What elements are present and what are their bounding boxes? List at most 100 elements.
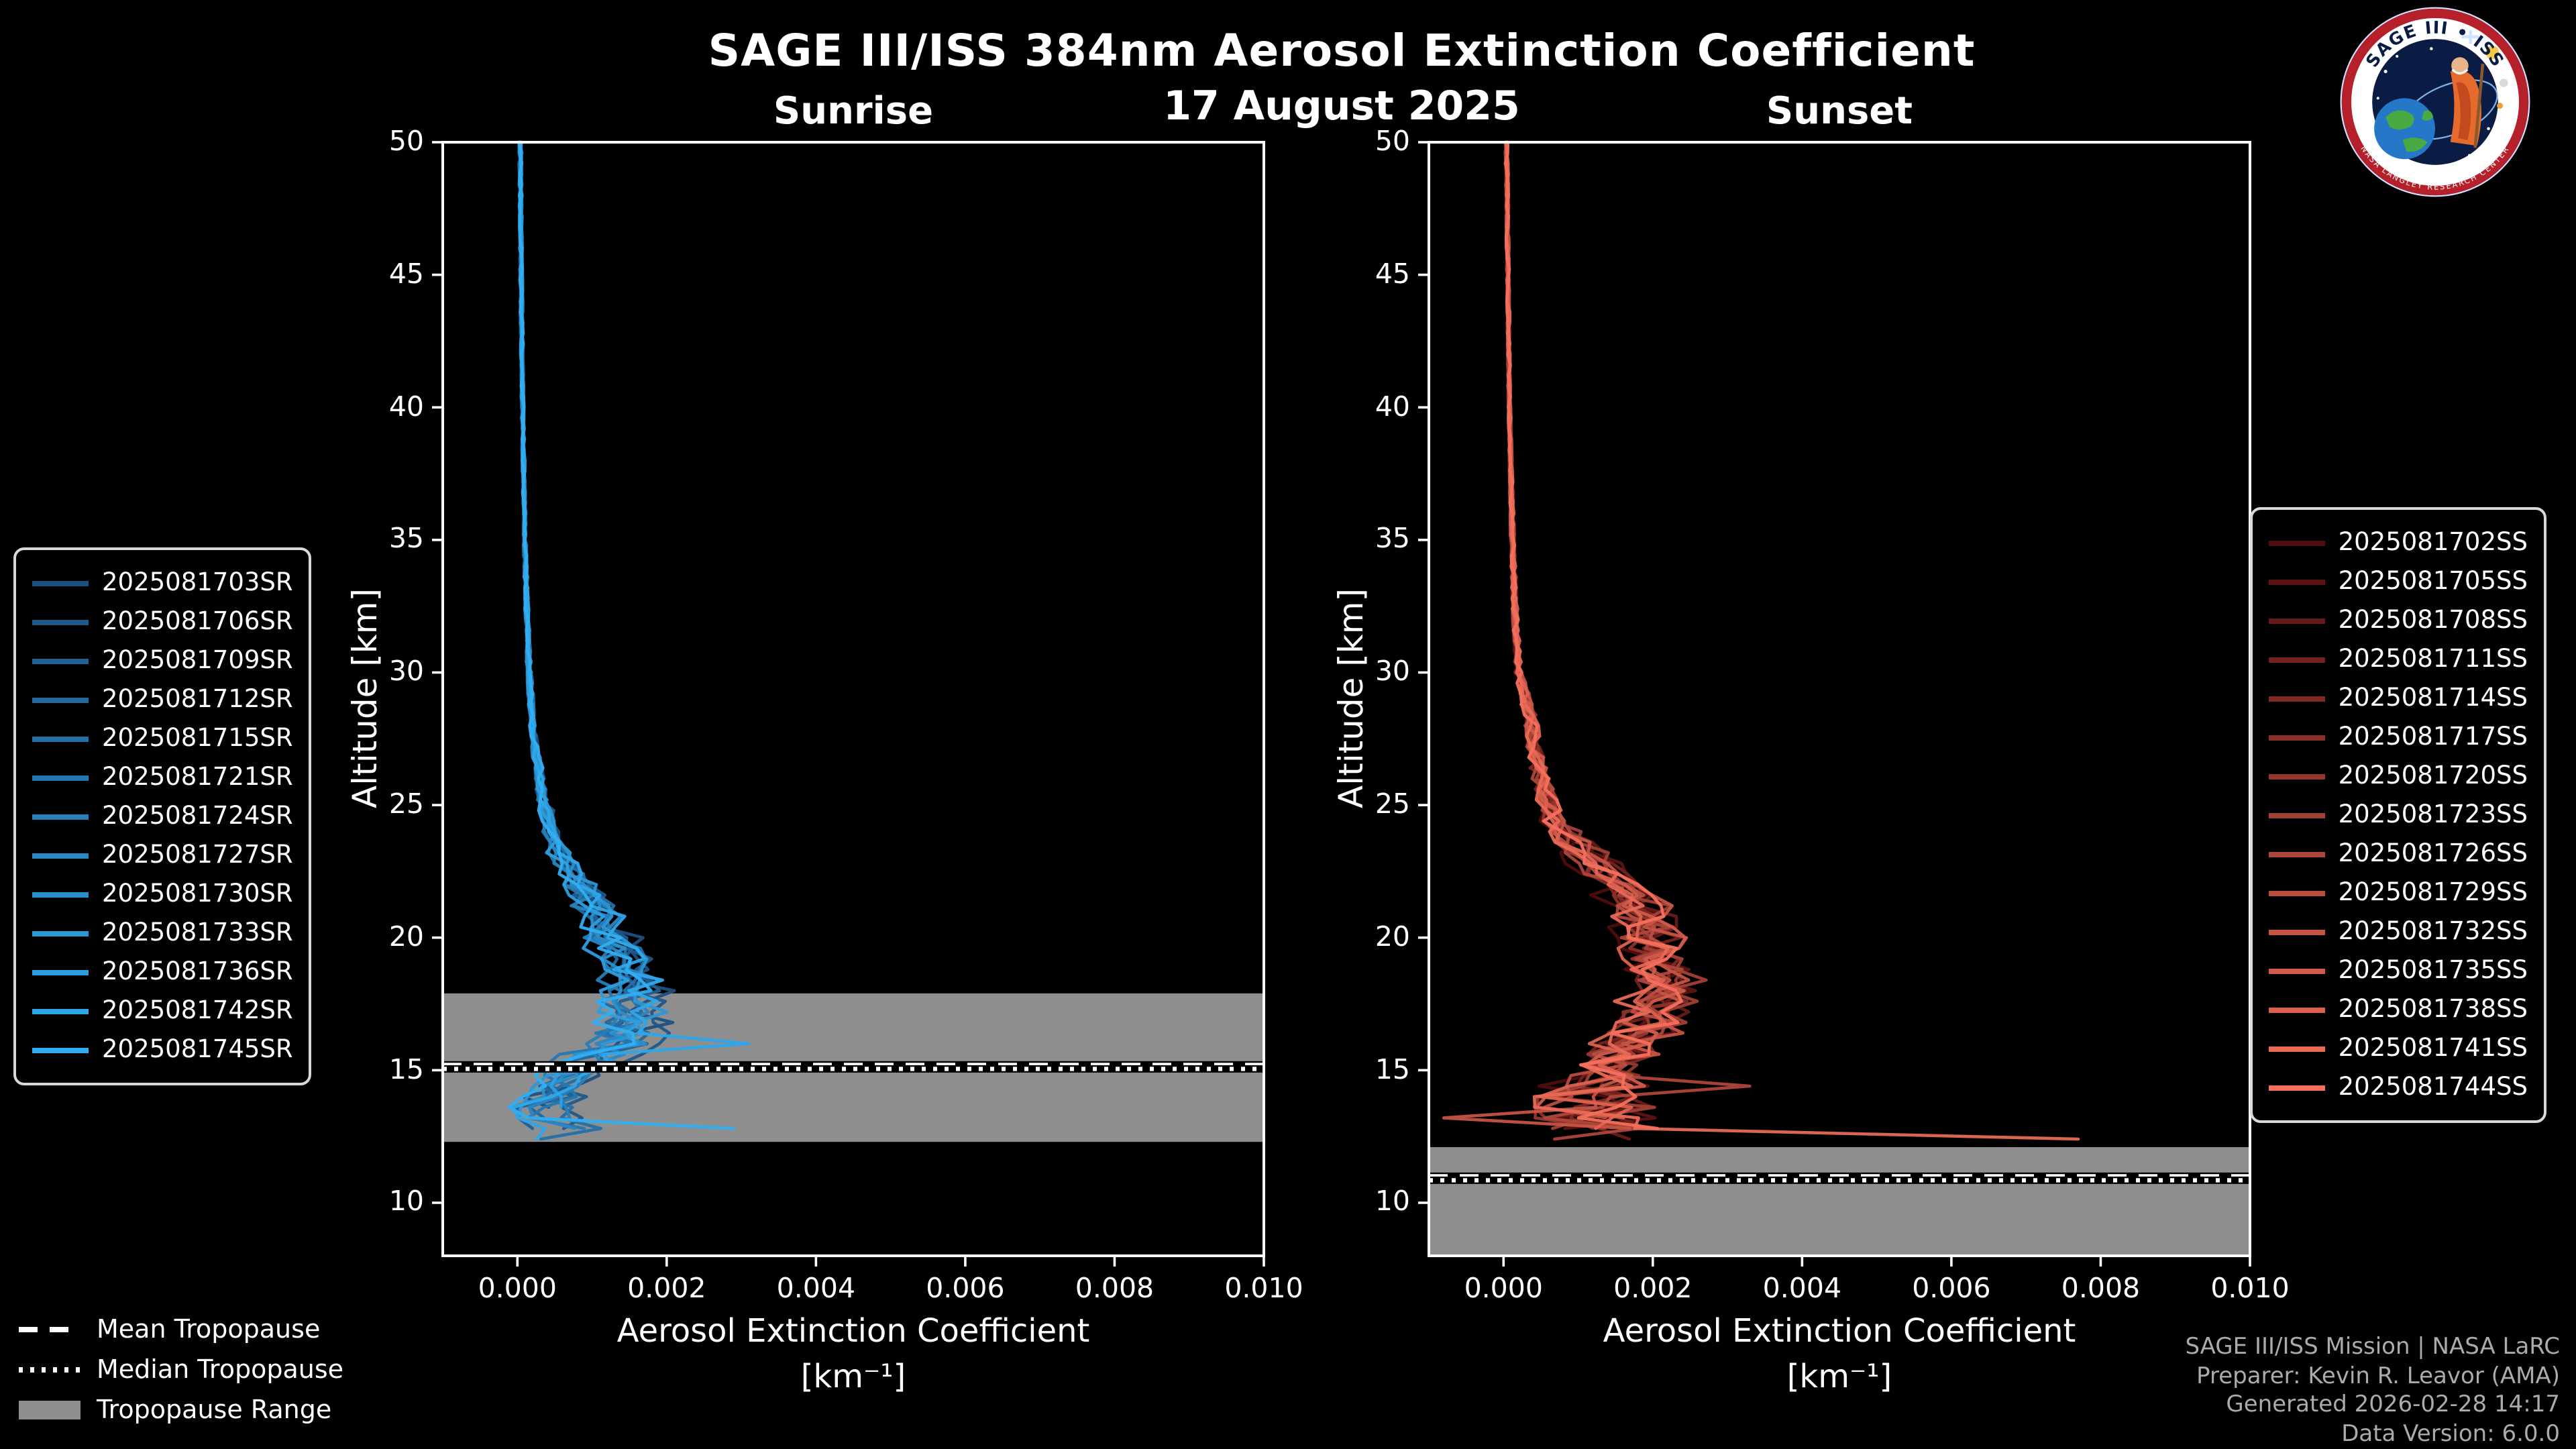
x-tick-label: 0.008 xyxy=(2061,1272,2141,1304)
legend-line-swatch xyxy=(2268,657,2325,662)
sunset-profile-line xyxy=(1503,140,1687,1120)
legend-item: 2025081715SR xyxy=(32,719,293,758)
y-tick-label: 15 xyxy=(388,1053,424,1085)
y-tick-label: 25 xyxy=(388,788,424,820)
footer-mission: SAGE III/ISS Mission | NASA LaRC xyxy=(2185,1334,2560,1360)
legend-event-label: 2025081705SS xyxy=(2338,568,2528,596)
y-axis-label: Altitude [km] xyxy=(345,588,384,808)
legend-line-swatch xyxy=(32,775,89,780)
logo-white-band xyxy=(2351,18,2519,186)
sunset-profile-line xyxy=(1503,140,1752,1141)
legend-event-label: 2025081733SR xyxy=(102,919,293,947)
footer-generated: Generated 2026-02-28 14:17 xyxy=(2226,1391,2560,1418)
y-tick-label: 35 xyxy=(1375,522,1410,555)
legend-item: 2025081708SS xyxy=(2268,601,2528,640)
legend-line-swatch xyxy=(2268,929,2325,934)
legend-line-swatch xyxy=(32,736,89,741)
legend-item: 2025081720SS xyxy=(2268,757,2528,796)
x-axis-label: Aerosol Extinction Coefficient xyxy=(616,1312,1090,1350)
legend-line-swatch xyxy=(32,658,89,663)
x-tick-label: 0.004 xyxy=(1762,1272,1842,1304)
legend-item: 2025081732SS xyxy=(2268,912,2528,951)
legend-item: 2025081721SR xyxy=(32,758,293,797)
legend-line-swatch xyxy=(2268,1085,2325,1090)
legend-item: 2025081726SS xyxy=(2268,835,2528,873)
legend-event-label: 2025081726SS xyxy=(2338,840,2528,868)
y-tick-label: 20 xyxy=(1375,920,1410,953)
sunset-profile-line xyxy=(1504,140,1678,1120)
logo-moon xyxy=(2499,78,2508,87)
legend-event-label: 2025081720SS xyxy=(2338,762,2528,790)
y-tick-label: 10 xyxy=(388,1185,424,1218)
logo-stars xyxy=(2376,47,2490,157)
legend-item: 2025081733SR xyxy=(32,914,293,953)
legend-event-label: 2025081724SR xyxy=(102,802,293,830)
legend-line-swatch xyxy=(2268,890,2325,896)
tropopause-legend: Mean Tropopause Median Tropopause Tropopau… xyxy=(19,1309,343,1430)
sage-iii-iss-logo: SAGE III • ISS NASA LANGLEY RESEARCH CEN… xyxy=(2340,7,2530,197)
legend-line-swatch xyxy=(32,930,89,936)
sunrise-profile-line xyxy=(507,140,736,1130)
y-tick-label: 30 xyxy=(388,655,424,688)
legend-item: 2025081744SS xyxy=(2268,1068,2528,1107)
legend-item: 2025081738SS xyxy=(2268,990,2528,1029)
legend-item: 2025081736SR xyxy=(32,953,293,991)
legend-item: 2025081742SR xyxy=(32,991,293,1030)
legend-item: 2025081735SS xyxy=(2268,951,2528,990)
y-tick-label: 10 xyxy=(1375,1185,1410,1218)
legend-event-label: 2025081727SR xyxy=(102,841,293,869)
tropopause-legend-item: Median Tropopause xyxy=(19,1350,343,1390)
legend-line-swatch xyxy=(2268,851,2325,857)
x-tick-label: 0.010 xyxy=(2210,1272,2290,1304)
legend-line-swatch xyxy=(2268,968,2325,973)
tropopause-legend-label: Tropopause Range xyxy=(97,1395,332,1425)
x-axis-units: [km⁻¹] xyxy=(800,1358,906,1395)
legend-event-label: 2025081706SR xyxy=(102,608,293,636)
logo-planet xyxy=(2497,103,2504,109)
y-tick-label: 45 xyxy=(388,257,424,290)
legend-line-swatch xyxy=(2268,1046,2325,1051)
legend-line-swatch xyxy=(32,1008,89,1014)
sunset-event-legend: 2025081702SS 2025081705SS 2025081708SS 2025… xyxy=(2249,507,2546,1123)
x-tick-label: 0.000 xyxy=(1464,1272,1543,1304)
sunrise-event-legend: 2025081703SR 2025081706SR 2025081709SR 2025… xyxy=(13,547,312,1085)
legend-line-swatch xyxy=(2268,696,2325,701)
legend-item: 2025081714SS xyxy=(2268,679,2528,718)
tropopause-legend-item: Tropopause Range xyxy=(19,1390,343,1430)
legend-item: 2025081729SS xyxy=(2268,873,2528,912)
logo-outline xyxy=(2340,7,2530,197)
footer-data-version: Data Version: 6.0.0 xyxy=(2341,1420,2560,1447)
legend-event-label: 2025081735SS xyxy=(2338,957,2528,985)
legend-item: 2025081745SR xyxy=(32,1030,293,1069)
y-tick-label: 50 xyxy=(388,125,424,157)
legend-line-swatch xyxy=(32,814,89,819)
legend-event-label: 2025081717SS xyxy=(2338,723,2528,751)
legend-event-label: 2025081745SR xyxy=(102,1036,293,1064)
sunrise-profile-line xyxy=(517,140,641,1109)
legend-item: 2025081702SS xyxy=(2268,523,2528,562)
legend-line-swatch xyxy=(2268,1007,2325,1012)
sunset-profile-line xyxy=(1503,140,2080,1141)
sunrise-profile-line xyxy=(519,140,676,1109)
y-axis-label: Altitude [km] xyxy=(1332,588,1371,808)
legend-line-swatch xyxy=(32,1047,89,1053)
figure-date: 17 August 2025 xyxy=(1163,83,1520,130)
legend-line-swatch xyxy=(32,697,89,702)
legend-line-swatch xyxy=(32,619,89,625)
sunrise-profile-line xyxy=(519,140,623,1120)
y-tick-label: 20 xyxy=(388,920,424,953)
legend-event-label: 2025081715SR xyxy=(102,724,293,753)
legend-event-label: 2025081711SS xyxy=(2338,645,2528,674)
x-axis-units: [km⁻¹] xyxy=(1786,1358,1892,1395)
legend-event-label: 2025081744SS xyxy=(2338,1073,2528,1102)
sunrise-plot xyxy=(432,140,1265,1267)
x-tick-label: 0.002 xyxy=(627,1272,706,1304)
tropopause-legend-label: Mean Tropopause xyxy=(97,1315,321,1344)
legend-event-label: 2025081712SR xyxy=(102,686,293,714)
legend-line-swatch xyxy=(2268,735,2325,740)
legend-event-label: 2025081729SS xyxy=(2338,879,2528,907)
sunset-tropopause-range-band xyxy=(1429,1147,2250,1256)
legend-line-swatch xyxy=(32,892,89,897)
x-tick-label: 0.008 xyxy=(1075,1272,1155,1304)
legend-item: 2025081727SR xyxy=(32,836,293,875)
